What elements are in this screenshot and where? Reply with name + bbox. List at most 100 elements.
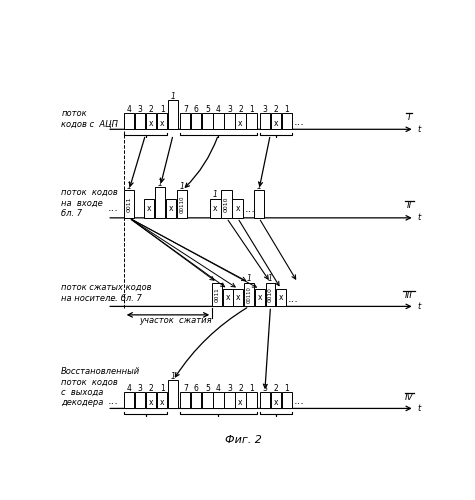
Text: поток
кодов с  АЦП: поток кодов с АЦП: [61, 109, 118, 128]
Text: 2: 2: [274, 384, 278, 393]
Bar: [271, 392, 281, 408]
Text: t: t: [417, 404, 420, 413]
Text: 4: 4: [216, 384, 221, 393]
Text: x: x: [147, 204, 152, 212]
Bar: [232, 198, 243, 218]
Bar: [155, 187, 165, 218]
Bar: [180, 392, 190, 408]
Text: x: x: [257, 293, 262, 302]
Bar: [282, 392, 292, 408]
Bar: [213, 113, 224, 130]
Text: 1: 1: [249, 105, 254, 114]
Bar: [247, 392, 256, 408]
Text: x: x: [236, 293, 241, 302]
Text: x: x: [279, 293, 284, 302]
Bar: [157, 113, 167, 130]
Bar: [146, 113, 156, 130]
Text: 1: 1: [285, 384, 289, 393]
Text: x: x: [213, 204, 218, 212]
Text: x: x: [238, 398, 243, 407]
Bar: [146, 392, 156, 408]
Bar: [244, 282, 254, 306]
Text: ...: ...: [107, 116, 118, 126]
Text: 3: 3: [138, 384, 142, 393]
Text: 2: 2: [149, 384, 153, 393]
Bar: [247, 113, 256, 130]
Text: 7: 7: [183, 105, 188, 114]
Text: ...: ...: [288, 294, 298, 304]
Bar: [235, 113, 246, 130]
Text: 7: 7: [183, 384, 188, 393]
Text: t: t: [417, 214, 420, 222]
Text: III: III: [405, 291, 413, 300]
Bar: [168, 380, 178, 408]
Bar: [276, 289, 286, 306]
Text: 1: 1: [247, 274, 252, 283]
Text: 1: 1: [158, 178, 162, 188]
Bar: [255, 289, 265, 306]
Text: 0010: 0010: [268, 287, 273, 302]
Bar: [260, 392, 270, 408]
Text: 6: 6: [194, 105, 199, 114]
Text: 00110: 00110: [180, 195, 185, 212]
Bar: [213, 392, 224, 408]
Bar: [135, 113, 145, 130]
Bar: [223, 289, 233, 306]
Bar: [191, 113, 201, 130]
Text: 4: 4: [126, 105, 132, 114]
Text: x: x: [149, 119, 153, 128]
Bar: [282, 113, 292, 130]
Text: 1: 1: [171, 372, 176, 381]
Text: I: I: [408, 114, 410, 122]
Text: 4: 4: [126, 384, 132, 393]
Bar: [266, 282, 276, 306]
Text: 1: 1: [160, 105, 164, 114]
Text: 1: 1: [268, 274, 273, 283]
Text: 3: 3: [227, 384, 232, 393]
Text: ...: ...: [107, 293, 118, 303]
Bar: [135, 392, 145, 408]
Text: ...: ...: [245, 204, 256, 214]
Text: 6: 6: [194, 384, 199, 393]
Text: 3: 3: [227, 105, 232, 114]
Text: IV: IV: [405, 393, 413, 402]
Text: поток  кодов
на  входе
бл. 7: поток кодов на входе бл. 7: [61, 188, 118, 218]
Bar: [234, 289, 243, 306]
Text: x: x: [238, 119, 243, 128]
Text: 2: 2: [274, 105, 278, 114]
Text: x: x: [160, 398, 164, 407]
Text: участок  сжатия: участок сжатия: [139, 316, 212, 325]
Bar: [221, 190, 232, 218]
Text: ...: ...: [107, 203, 118, 213]
Text: x: x: [235, 204, 240, 212]
Bar: [271, 113, 281, 130]
Text: x: x: [274, 119, 278, 128]
Text: 2: 2: [238, 384, 243, 393]
Bar: [177, 190, 188, 218]
Bar: [224, 113, 235, 130]
Text: ...: ...: [294, 118, 305, 128]
Text: 3: 3: [138, 105, 142, 114]
Text: 1: 1: [285, 105, 289, 114]
Text: 1: 1: [256, 182, 261, 191]
Bar: [235, 392, 246, 408]
Bar: [124, 392, 134, 408]
Bar: [202, 392, 212, 408]
Text: 0011: 0011: [126, 196, 132, 212]
Text: 0011: 0011: [215, 287, 219, 302]
Text: 5: 5: [205, 105, 210, 114]
Bar: [124, 190, 134, 218]
Text: 5: 5: [205, 384, 210, 393]
Text: 1: 1: [160, 384, 164, 393]
Text: 2: 2: [149, 105, 153, 114]
Text: ...: ...: [294, 396, 305, 406]
Text: ...: ...: [107, 396, 118, 406]
Bar: [157, 392, 167, 408]
Text: 0010: 0010: [224, 196, 229, 212]
Text: 1: 1: [180, 182, 185, 191]
Bar: [180, 113, 190, 130]
Bar: [168, 100, 178, 130]
Text: t: t: [417, 302, 420, 311]
Text: 1: 1: [213, 190, 218, 199]
Text: x: x: [226, 293, 230, 302]
